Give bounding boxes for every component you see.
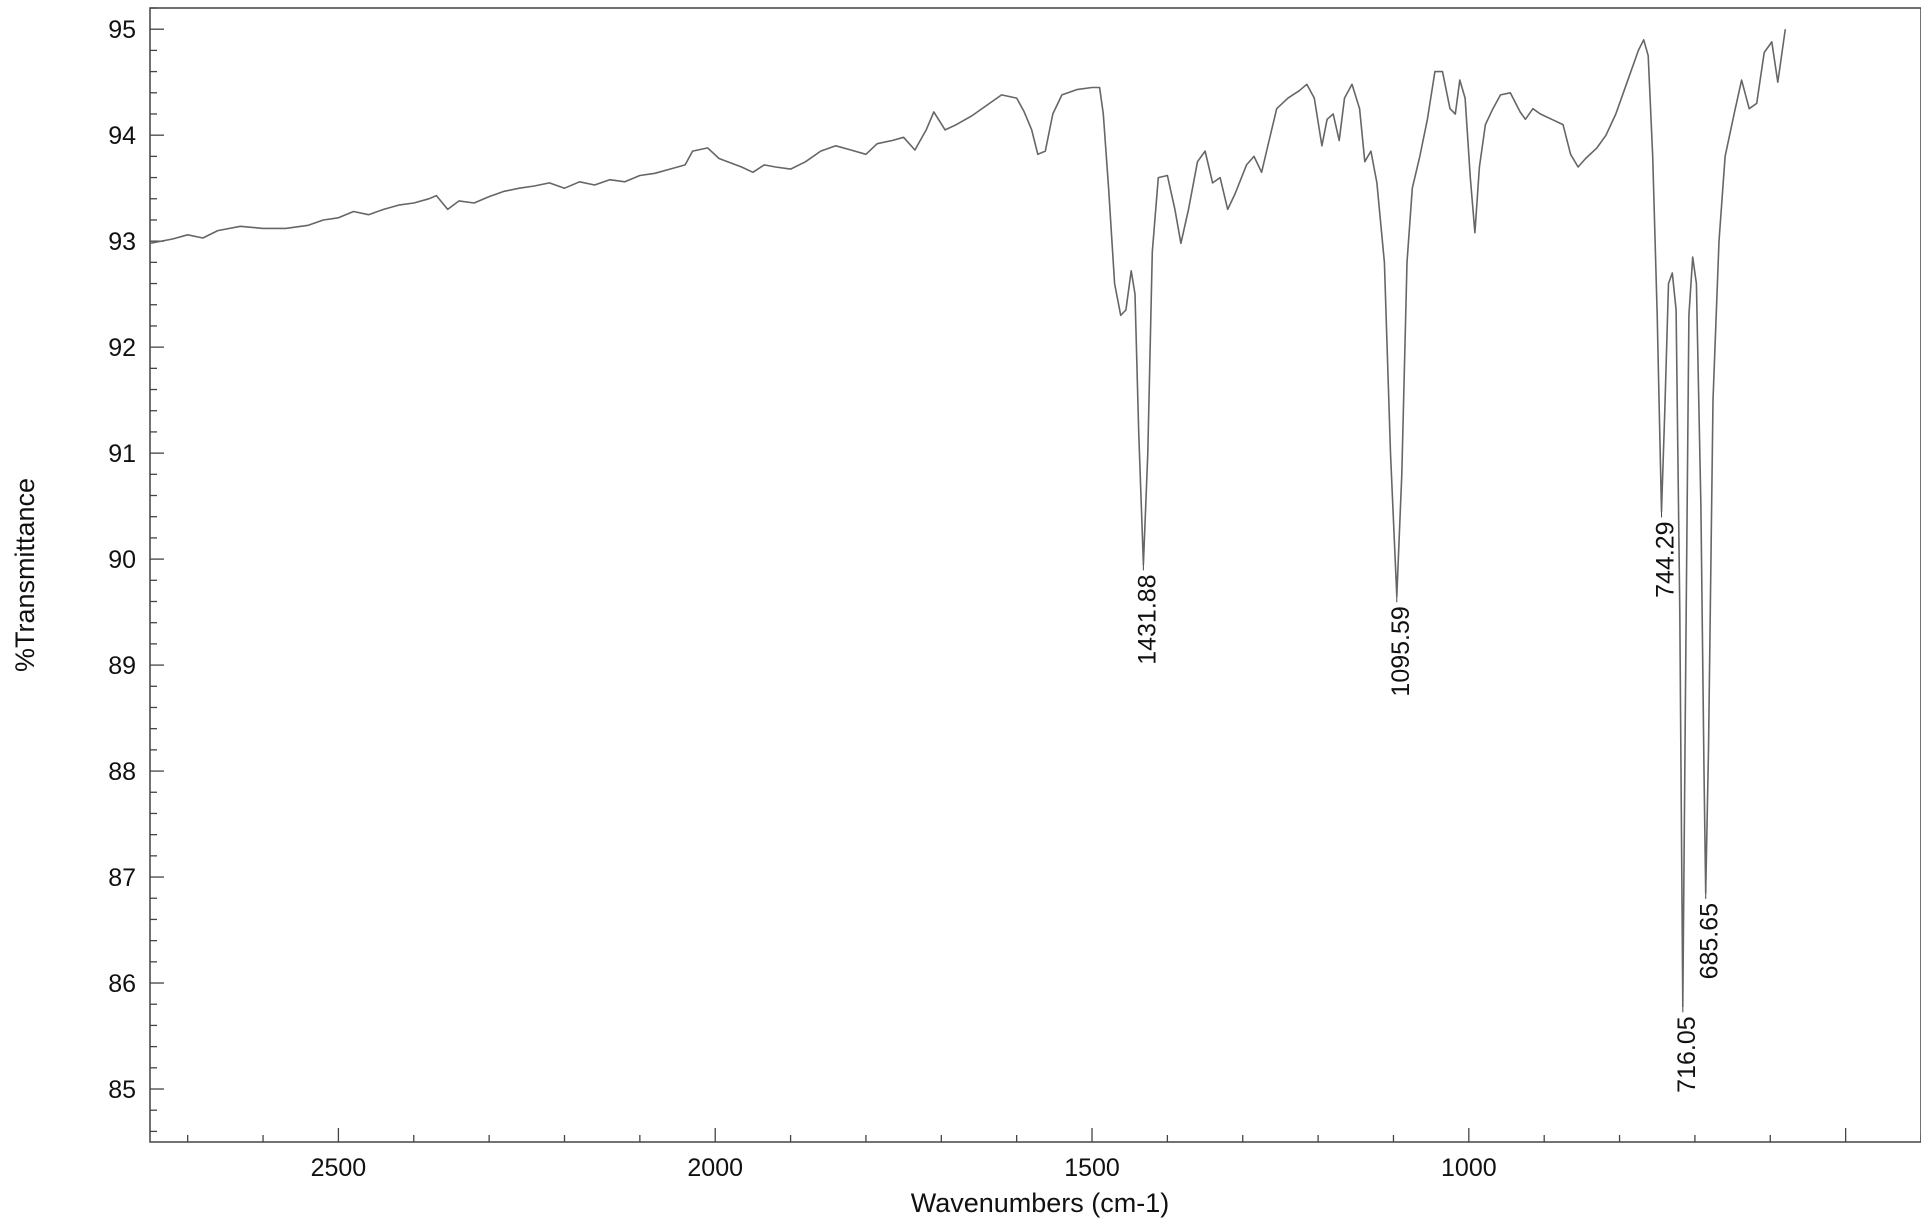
y-tick-label: 87 xyxy=(108,864,136,892)
y-tick-label: 94 xyxy=(108,122,136,150)
x-tick-label: 1500 xyxy=(1064,1154,1120,1182)
x-tick-label: 2000 xyxy=(687,1154,743,1182)
peak-label: 716.05 xyxy=(1673,1016,1701,1092)
peak-label: 744.29 xyxy=(1652,521,1680,597)
y-tick-label: 85 xyxy=(108,1076,136,1104)
peak-label: 1431.88 xyxy=(1133,574,1161,664)
y-axis: 85 86 87 88 89 90 91 92 93 94 95 xyxy=(108,7,164,1133)
y-axis-title: %Transmittance xyxy=(10,478,40,672)
x-axis: 2500 2000 1500 1000 xyxy=(187,1128,1921,1182)
y-tick-label: 91 xyxy=(108,440,136,468)
y-tick-label: 92 xyxy=(108,334,136,362)
y-tick-label: 93 xyxy=(108,228,136,256)
y-tick-label: 95 xyxy=(108,16,136,44)
x-tick-label: 1000 xyxy=(1441,1154,1497,1182)
x-tick-label: 2500 xyxy=(311,1154,367,1182)
y-tick-label: 88 xyxy=(108,758,136,786)
peak-label: 1095.59 xyxy=(1387,606,1415,696)
plot-frame xyxy=(149,7,1921,1143)
spectrum-line xyxy=(149,29,1787,1008)
y-tick-label: 90 xyxy=(108,546,136,574)
peak-annotations: 1431.88 1095.59 744.29 716.05 685.65 xyxy=(1133,511,1724,1093)
peak-label: 685.65 xyxy=(1696,903,1724,979)
y-tick-label: 89 xyxy=(108,652,136,680)
x-axis-title: Wavenumbers (cm-1) xyxy=(911,1188,1170,1218)
y-tick-label: 86 xyxy=(108,970,136,998)
